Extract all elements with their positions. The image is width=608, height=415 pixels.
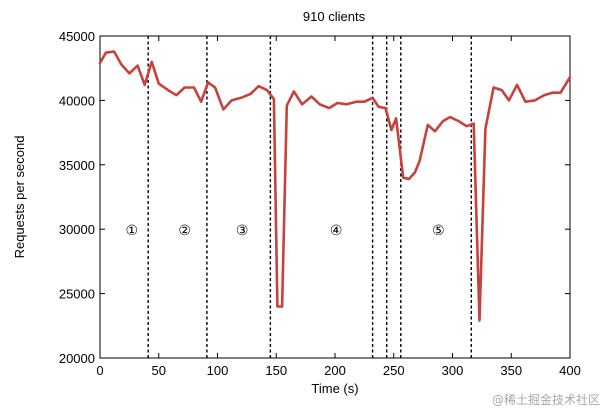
y-tick-label: 45000 — [59, 29, 95, 44]
x-tick-label: 300 — [442, 363, 464, 378]
phase-label: ③ — [236, 222, 249, 238]
y-tick-label: 35000 — [59, 158, 95, 173]
x-tick-label: 100 — [207, 363, 229, 378]
y-tick-label: 30000 — [59, 222, 95, 237]
x-tick-label: 50 — [152, 363, 166, 378]
x-axis-title: Time (s) — [311, 381, 358, 396]
y-tick-label: 25000 — [59, 287, 95, 302]
plot-frame — [99, 35, 571, 359]
phase-boundaries — [147, 36, 472, 358]
y-axis-title: Requests per second — [12, 136, 27, 259]
phase-label: ② — [178, 222, 191, 238]
chart-title: 910 clients — [303, 9, 366, 24]
y-axis: 20000 25000 30000 35000 40000 45000 — [59, 29, 570, 366]
x-tick-label: 400 — [559, 363, 581, 378]
y-tick-label: 40000 — [59, 93, 95, 108]
y-tick-label: 20000 — [59, 351, 95, 366]
x-tick-label: 200 — [324, 363, 346, 378]
phase-label: ⑤ — [432, 222, 445, 238]
x-tick-label: 0 — [96, 363, 103, 378]
phase-labels: ① ② ③ ④ ⑤ — [125, 222, 444, 238]
series-line — [98, 50, 572, 322]
phase-label: ④ — [330, 222, 343, 238]
x-tick-label: 250 — [383, 363, 405, 378]
series-layer — [98, 50, 572, 322]
x-tick-label: 150 — [265, 363, 287, 378]
x-axis: 0 50 100 150 200 250 300 350 400 — [96, 36, 581, 378]
x-tick-label: 350 — [500, 363, 522, 378]
phase-label: ① — [125, 222, 138, 238]
watermark-text: @稀土掘金技术社区 — [492, 392, 600, 407]
